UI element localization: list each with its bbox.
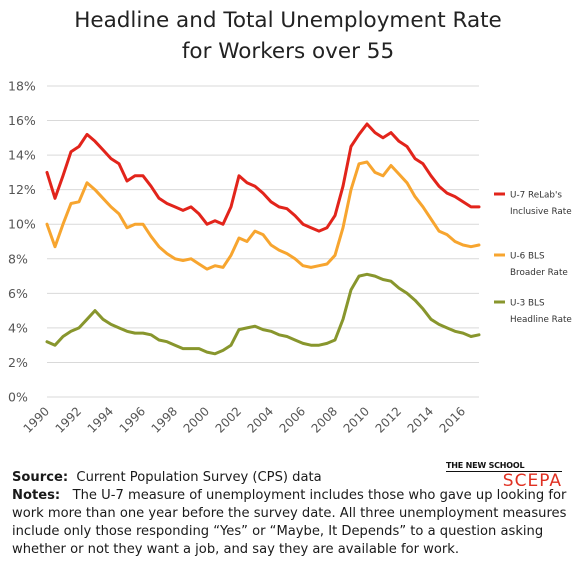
y-tick-label: 10%: [8, 217, 36, 232]
x-tick-label: 2002: [213, 404, 244, 435]
legend-label-line2: Broader Rate: [510, 268, 568, 278]
legend-label-line1: U-7 ReLab's: [510, 191, 562, 201]
grid-lines: [47, 85, 479, 398]
series-line-3: [45, 272, 481, 356]
legend: U-7 ReLab's Inclusive Rate U-6 BLS Broader …: [494, 191, 572, 325]
x-tick-label: 1998: [149, 404, 180, 435]
y-tick-label: 16%: [8, 113, 36, 128]
y-tick-label: 0%: [8, 390, 28, 405]
x-tick-label: 2006: [277, 404, 308, 435]
y-axis-tick-labels: 0% 2% 4% 6% 8% 10% 12% 14% 16% 18%: [8, 79, 36, 405]
x-tick-label: 1990: [21, 404, 52, 435]
x-tick-label: 1992: [53, 404, 84, 435]
source-text: Current Population Survey (CPS) data: [76, 470, 322, 485]
legend-label-line2: Inclusive Rate: [510, 207, 572, 217]
chart-title: Headline and Total Unemployment Rate for…: [0, 5, 576, 67]
x-tick-label: 2016: [437, 404, 468, 435]
x-tick-label: 2012: [373, 404, 404, 435]
x-tick-label: 2008: [309, 404, 340, 435]
logo-line2: SCEPA: [502, 471, 562, 491]
logo-line1: THE NEW SCHOOL: [446, 461, 562, 472]
series-line-1: [45, 122, 481, 233]
y-tick-label: 4%: [8, 320, 28, 335]
x-tick-label: 1994: [85, 404, 116, 435]
legend-label-line1: U-6 BLS: [510, 252, 545, 262]
source-line: Source: Current Population Survey (CPS) …: [12, 469, 572, 487]
y-tick-label: 6%: [8, 286, 28, 301]
notes-text: The U-7 measure of unemployment includes…: [12, 488, 567, 557]
y-tick-label: 8%: [8, 251, 28, 266]
source-notes: Source: Current Population Survey (CPS) …: [12, 469, 572, 559]
scepa-logo: THE NEW SCHOOL SCEPA: [446, 461, 562, 490]
legend-label-line2: Headline Rate: [510, 315, 572, 325]
series-line-2: [45, 160, 481, 271]
x-tick-label: 2014: [405, 404, 436, 435]
y-tick-label: 2%: [8, 355, 28, 370]
chart-title-line2: for Workers over 55: [181, 39, 395, 64]
source-label: Source:: [12, 470, 69, 485]
x-axis-tick-labels: 1990 1992 1994 1996 1998 2000 2002 2004 2006 2008…: [21, 404, 468, 435]
series-lines: [45, 122, 481, 356]
y-tick-label: 12%: [8, 182, 36, 197]
x-tick-label: 2004: [245, 404, 276, 435]
legend-label-line1: U-3 BLS: [510, 299, 545, 309]
y-tick-label: 18%: [8, 79, 36, 94]
notes-line: Notes: The U-7 measure of unemployment i…: [12, 487, 572, 559]
x-tick-label: 2000: [181, 404, 212, 435]
y-tick-label: 14%: [8, 148, 36, 163]
notes-label: Notes:: [12, 488, 61, 503]
x-tick-label: 2010: [341, 404, 372, 435]
chart-title-line1: Headline and Total Unemployment Rate: [74, 8, 502, 33]
x-tick-label: 1996: [117, 404, 148, 435]
